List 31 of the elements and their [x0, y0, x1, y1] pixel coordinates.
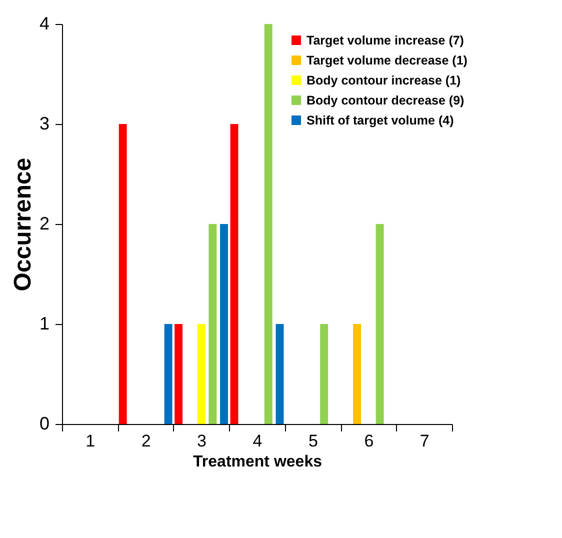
bar — [320, 324, 328, 424]
x-tick-label: 4 — [252, 432, 262, 450]
y-axis-title: Occurrence — [9, 158, 36, 292]
bar — [264, 24, 272, 424]
bar — [220, 224, 228, 424]
y-tick-label: 1 — [39, 314, 50, 334]
bar — [208, 224, 217, 424]
bar — [276, 324, 284, 424]
y-tick-label: 2 — [39, 214, 50, 234]
y-tick-label: 3 — [39, 114, 50, 134]
bar — [174, 324, 183, 424]
legend-label: Target volume decrease (1) — [306, 53, 468, 68]
legend-label: Shift of target volume (4) — [306, 113, 454, 128]
bar — [164, 324, 172, 424]
legend-label: Body contour decrease (9) — [306, 93, 464, 108]
bar — [230, 124, 238, 424]
x-tick-label: 7 — [420, 432, 430, 450]
legend-label: Body contour increase (1) — [306, 73, 461, 88]
y-tick-label: 4 — [39, 14, 50, 34]
x-tick-label: 1 — [86, 432, 96, 450]
bar — [353, 324, 362, 424]
bar — [197, 324, 206, 424]
x-tick-label: 6 — [364, 432, 374, 450]
x-tick-label: 2 — [141, 432, 151, 450]
x-tick-label: 3 — [197, 432, 207, 450]
legend-label: Target volume increase (7) — [306, 33, 464, 48]
x-axis-title: Treatment weeks — [193, 454, 322, 470]
bar — [376, 224, 384, 424]
bar — [118, 124, 127, 424]
x-tick-label: 5 — [308, 432, 318, 450]
y-tick-label: 0 — [39, 414, 50, 434]
